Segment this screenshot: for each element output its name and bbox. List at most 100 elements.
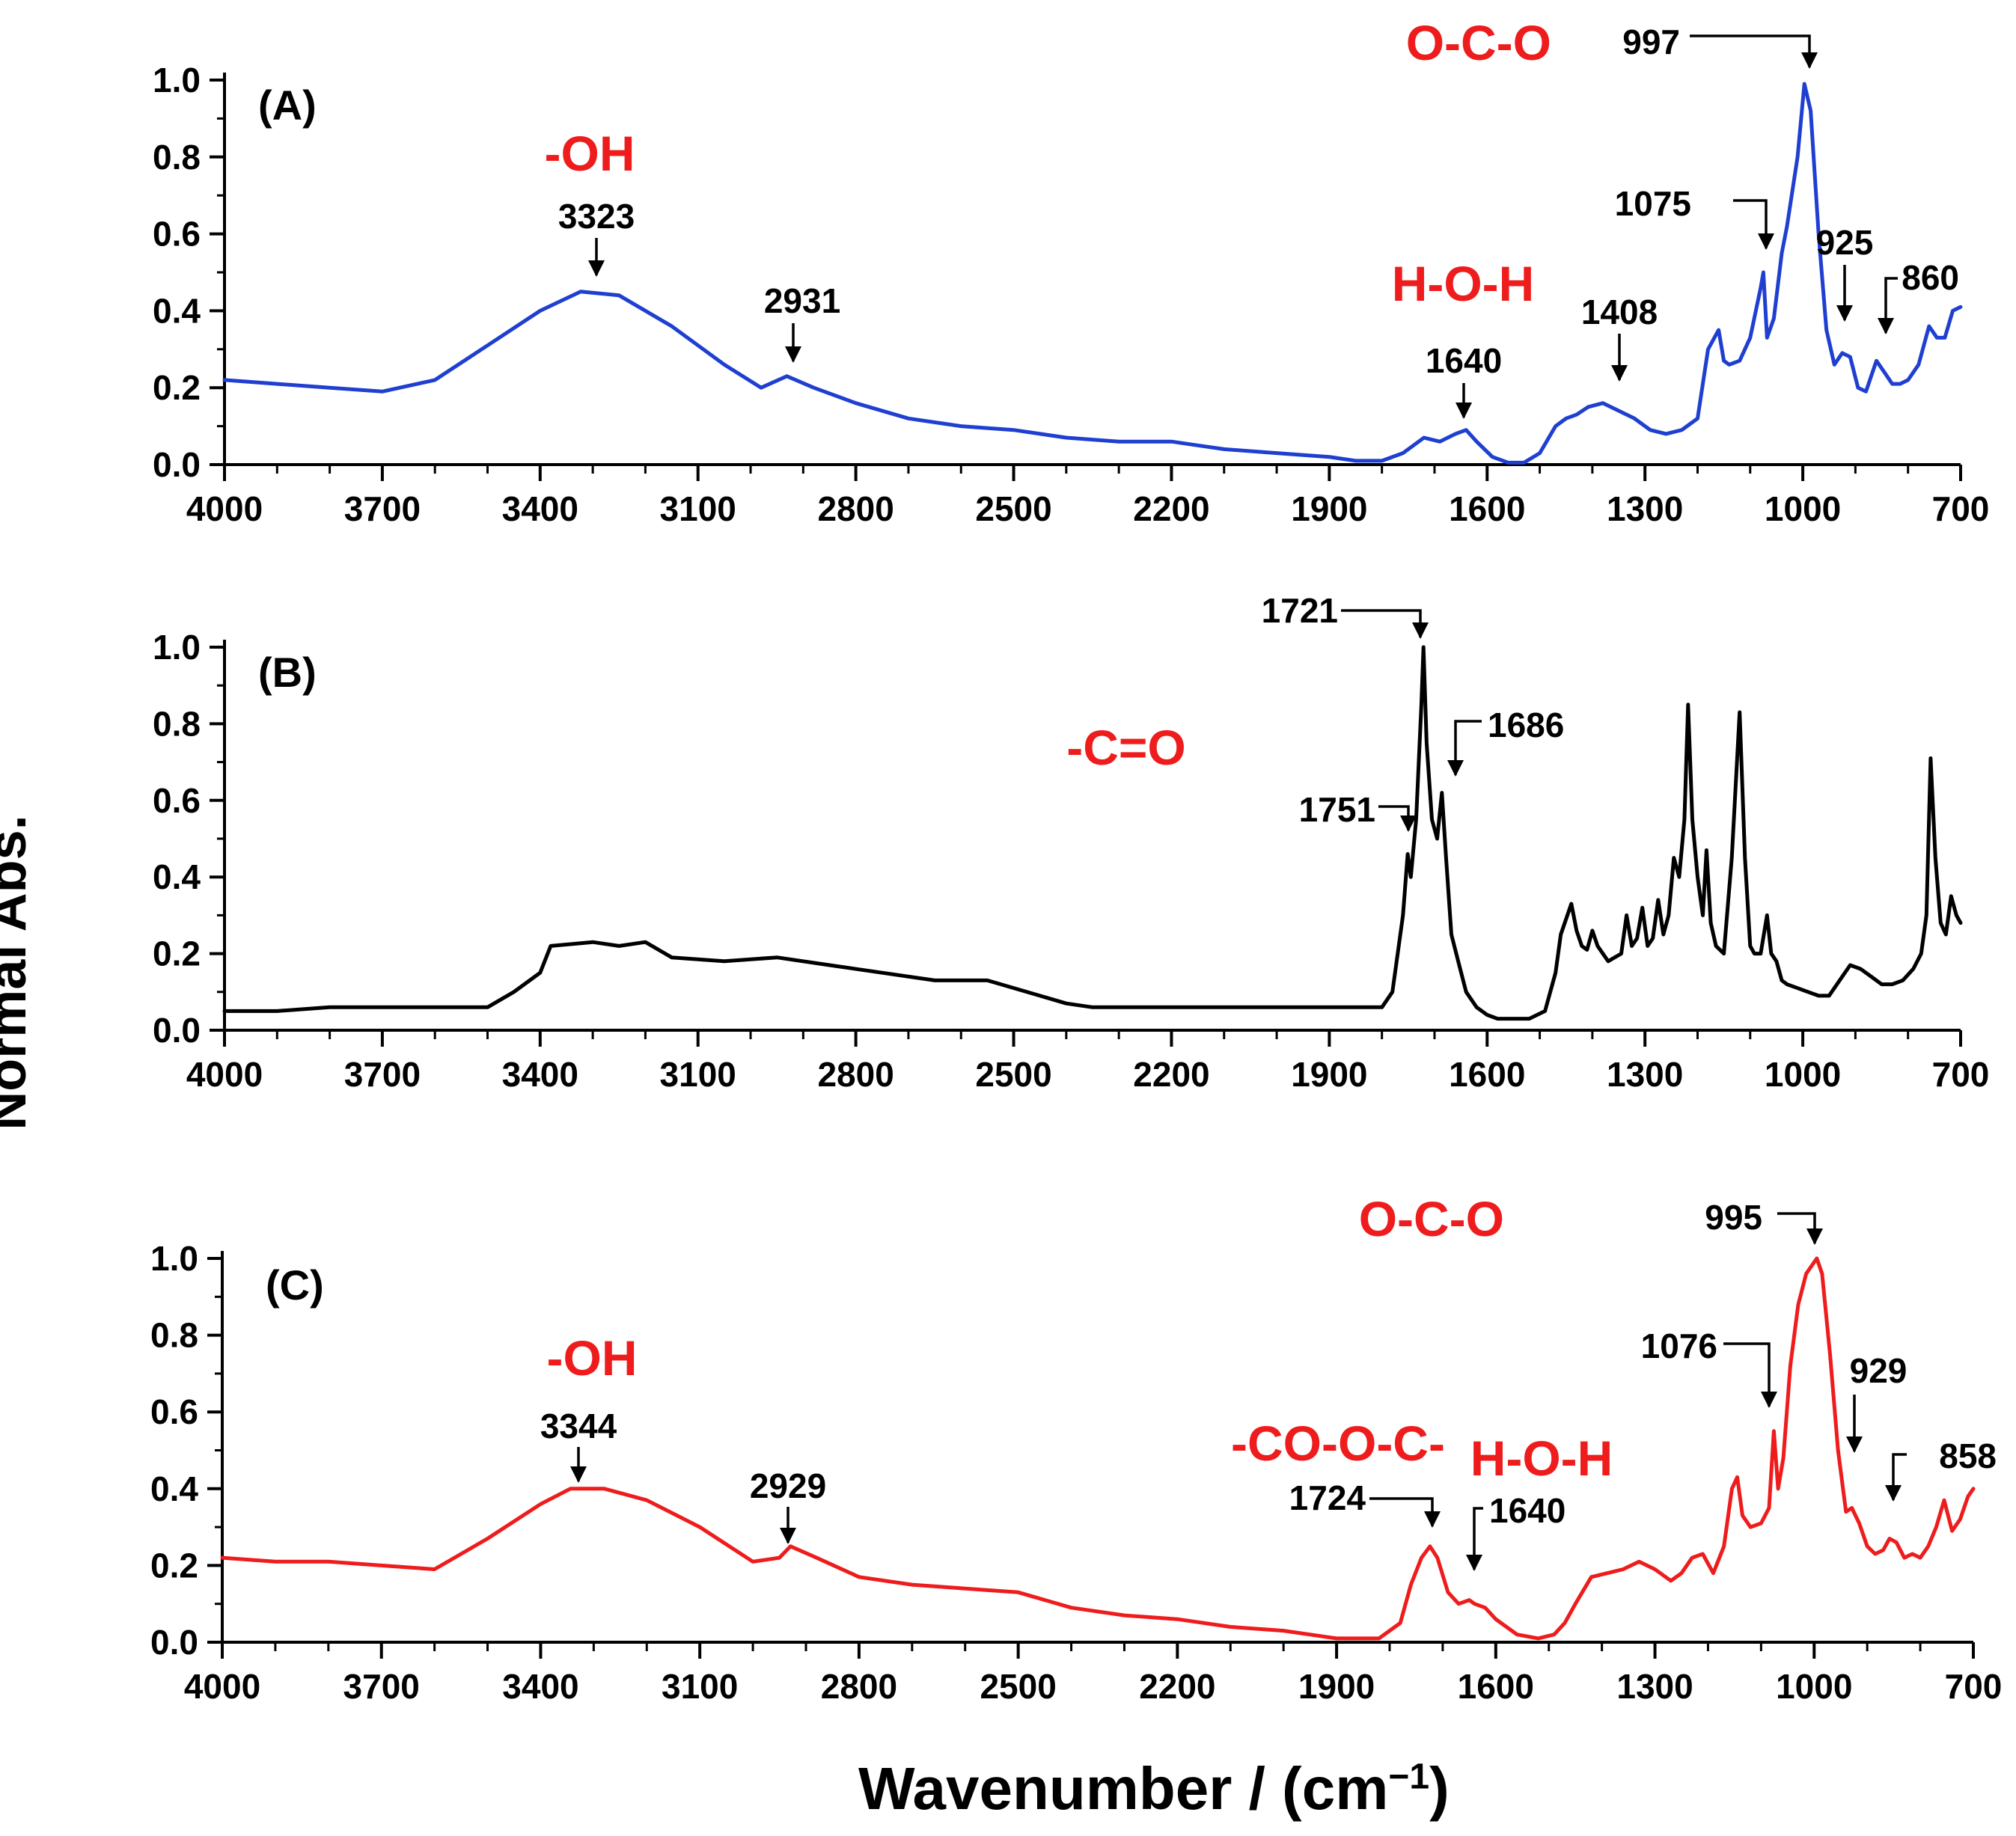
peak-label: 3323 — [558, 197, 635, 236]
x-tick-label: 3400 — [502, 489, 578, 528]
y-tick-label: 0.2 — [153, 368, 201, 407]
panel-label: (A) — [258, 82, 317, 129]
peak-arrow-line — [1723, 1342, 1771, 1407]
x-axis-label-main: Wavenumber / (cm — [858, 1755, 1389, 1822]
x-tick-label: 1300 — [1607, 489, 1683, 528]
x-tick-label: 3700 — [344, 1055, 421, 1094]
peak-label: 925 — [1816, 223, 1874, 262]
x-tick-label: 2500 — [980, 1667, 1056, 1706]
peak-arrow-head — [1761, 1392, 1777, 1408]
series-line — [220, 1256, 1976, 1641]
peak-arrow-line — [1473, 1507, 1483, 1570]
x-tick-label: 1600 — [1449, 1055, 1525, 1094]
x-tick-label: 1300 — [1607, 1055, 1683, 1094]
x-tick-label: 3400 — [502, 1055, 578, 1094]
functional-group-label: -C=O — [1066, 720, 1186, 775]
peak-arrow-head — [1806, 1228, 1823, 1245]
peak-arrow-head — [1400, 816, 1417, 832]
y-tick-label: 0.0 — [153, 445, 201, 484]
y-tick-label: 0.4 — [153, 857, 201, 896]
x-tick-label: 1600 — [1458, 1667, 1534, 1706]
peak-label: 1640 — [1426, 341, 1502, 380]
peak-arrow-line — [1733, 199, 1768, 248]
panel-c: 4000 3700 3400 3100 2800 2500 2200 1900 1600 1300… — [150, 1191, 2002, 1706]
functional-group-label: H-O-H — [1470, 1430, 1613, 1486]
x-tick-label: 2200 — [1133, 489, 1209, 528]
x-tick-label: 2800 — [817, 1055, 894, 1094]
panel-a: 4000 3700 3400 3100 2800 2500 2200 1900 1600 1300… — [153, 15, 1989, 528]
x-axis-label-close: ) — [1429, 1755, 1450, 1822]
x-tick-label: 1000 — [1765, 489, 1841, 528]
peak-arrow-head — [1846, 1436, 1863, 1453]
peak-label: 860 — [1902, 258, 1959, 297]
y-tick-label: 0.4 — [153, 291, 201, 330]
peak-arrow-head — [1466, 1555, 1482, 1571]
peak-arrow-head — [1456, 403, 1472, 419]
peak-arrow-head — [570, 1466, 587, 1483]
peak-arrow-head — [1885, 1485, 1902, 1502]
functional-group-label: H-O-H — [1392, 256, 1535, 311]
x-tick-label: 4000 — [184, 1667, 260, 1706]
y-tick-label: 0.8 — [153, 138, 201, 177]
x-tick-label: 1000 — [1765, 1055, 1841, 1094]
peak-arrow-line — [1892, 1453, 1907, 1500]
x-tick-label: 700 — [1932, 1055, 1990, 1094]
functional-group-label: -OH — [545, 126, 635, 181]
x-tick-label: 3100 — [660, 1055, 736, 1094]
x-tick-label: 3100 — [662, 1667, 738, 1706]
peak-arrow-head — [785, 346, 801, 363]
x-tick-label: 3700 — [343, 1667, 420, 1706]
functional-group-label: -OH — [547, 1330, 638, 1386]
y-tick-label: 1.0 — [150, 1239, 198, 1278]
panel-b: 4000 3700 3400 3100 2800 2500 2200 1900 1600 1300… — [153, 591, 1989, 1094]
x-tick-label: 700 — [1945, 1667, 2003, 1706]
x-axis-label: Wavenumber / (cm−1) — [858, 1754, 1450, 1823]
peak-arrow-head — [1424, 1511, 1441, 1528]
peak-label: 858 — [1939, 1436, 1997, 1475]
x-tick-label: 2200 — [1139, 1667, 1215, 1706]
y-tick-label: 0.6 — [150, 1392, 198, 1431]
x-tick-label: 3700 — [344, 489, 421, 528]
x-tick-label: 2500 — [975, 489, 1051, 528]
peak-label: 2929 — [750, 1466, 826, 1505]
x-tick-label: 4000 — [186, 1055, 263, 1094]
peak-arrow-head — [1611, 365, 1628, 382]
y-tick-label: 0.6 — [153, 215, 201, 254]
peak-label: 1751 — [1299, 790, 1375, 829]
peak-label: 1076 — [1641, 1326, 1717, 1365]
y-tick-label: 0.0 — [150, 1623, 198, 1662]
y-tick-label: 0.2 — [153, 934, 201, 973]
series-line — [222, 645, 1963, 1021]
y-tick-label: 0.6 — [153, 781, 201, 820]
y-tick-label: 0.8 — [153, 704, 201, 743]
peak-label: 3344 — [540, 1407, 617, 1445]
peak-arrow-line — [1884, 277, 1898, 333]
peak-label: 1686 — [1488, 706, 1564, 744]
x-tick-label: 1300 — [1616, 1667, 1693, 1706]
peak-label: 929 — [1850, 1351, 1907, 1390]
peak-label: 1721 — [1262, 591, 1338, 630]
peak-label: 997 — [1622, 22, 1680, 61]
x-tick-label: 1900 — [1298, 1667, 1375, 1706]
peak-arrow-head — [1412, 622, 1429, 639]
peak-arrow-head — [1447, 760, 1464, 777]
peak-label: 1640 — [1489, 1491, 1566, 1530]
x-tick-label: 1600 — [1449, 489, 1525, 528]
peak-arrow-line — [1369, 1497, 1434, 1526]
y-tick-label: 0.4 — [150, 1469, 198, 1508]
peak-arrow-head — [1801, 52, 1818, 69]
panel-label: (B) — [258, 649, 317, 696]
functional-group-label: -CO-O-C- — [1231, 1416, 1445, 1471]
series-line — [222, 82, 1963, 465]
x-tick-label: 1900 — [1291, 1055, 1367, 1094]
peak-arrow-head — [780, 1528, 796, 1544]
peak-arrow-line — [1454, 720, 1482, 775]
panel-label: (C) — [266, 1261, 324, 1309]
peak-arrow-line — [1341, 609, 1422, 637]
peak-arrow-head — [1878, 318, 1894, 334]
x-tick-label: 2800 — [821, 1667, 897, 1706]
x-tick-label: 2800 — [817, 489, 894, 528]
y-tick-label: 1.0 — [153, 61, 201, 100]
x-tick-label: 4000 — [186, 489, 263, 528]
